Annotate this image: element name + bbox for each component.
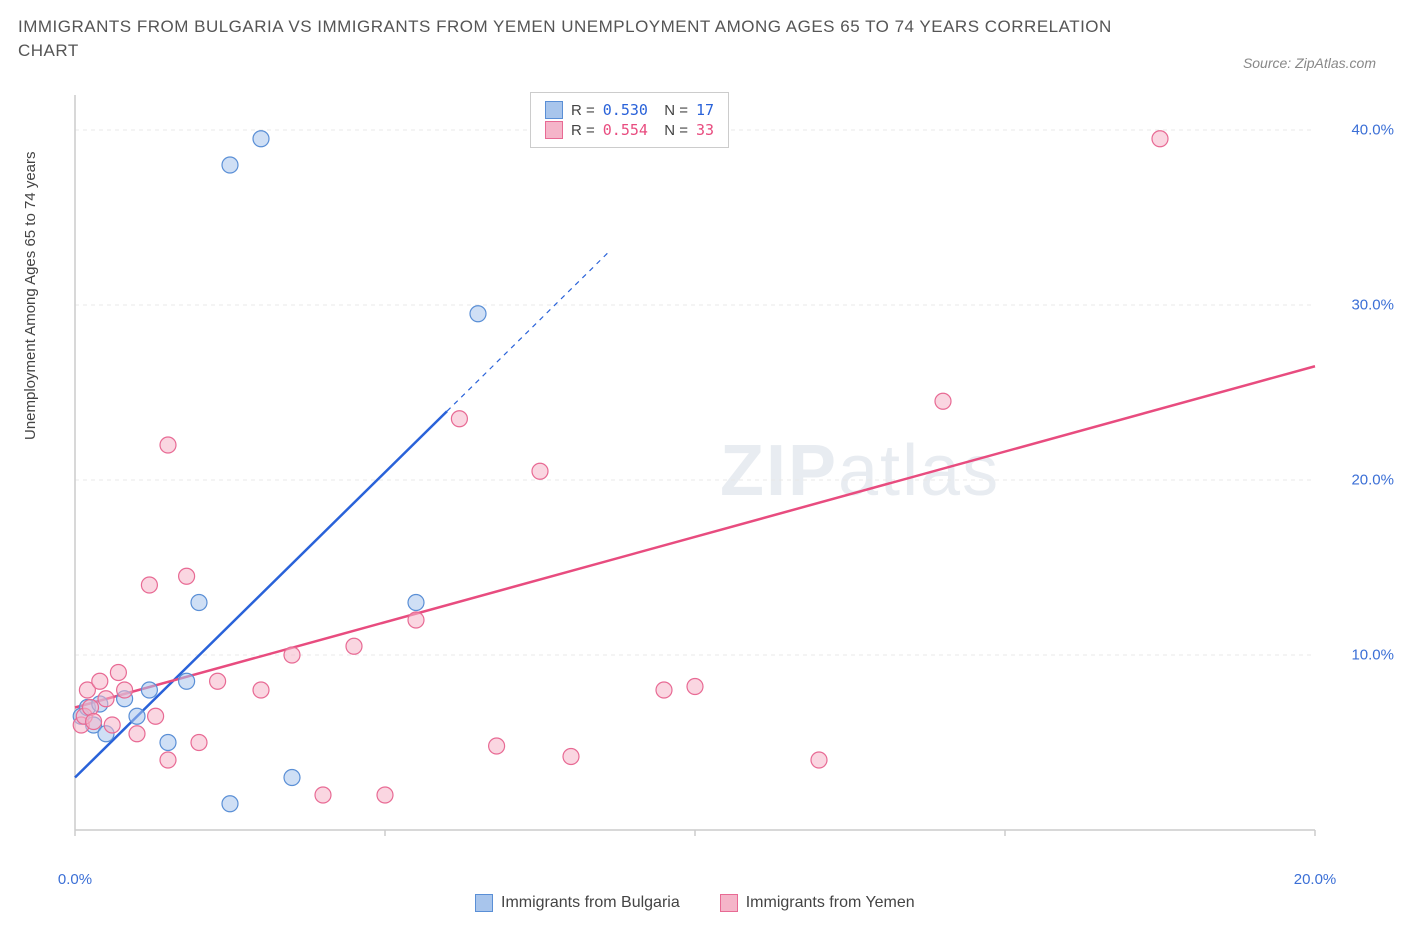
y-tick-label: 20.0% <box>1351 472 1394 489</box>
legend-label: Immigrants from Yemen <box>746 894 915 912</box>
series-legend: Immigrants from Bulgaria Immigrants from… <box>475 894 915 912</box>
legend-item-bulgaria: Immigrants from Bulgaria <box>475 894 680 912</box>
y-tick-label: 10.0% <box>1351 647 1394 664</box>
n-label: N = <box>656 122 688 139</box>
legend-label: Immigrants from Bulgaria <box>501 894 680 912</box>
r-value-yemen: 0.554 <box>603 121 648 139</box>
swatch-yemen <box>545 121 563 139</box>
correlation-legend: R = 0.530 N = 17 R = 0.554 N = 33 <box>530 92 729 148</box>
r-value-bulgaria: 0.530 <box>603 101 648 119</box>
chart-title: IMMIGRANTS FROM BULGARIA VS IMMIGRANTS F… <box>18 15 1118 63</box>
x-tick-label: 0.0% <box>58 871 92 888</box>
scatter-plot <box>65 90 1375 870</box>
n-label: N = <box>656 102 688 119</box>
swatch-yemen <box>720 894 738 912</box>
legend-item-yemen: Immigrants from Yemen <box>720 894 915 912</box>
n-value-bulgaria: 17 <box>696 101 714 119</box>
y-tick-label: 30.0% <box>1351 297 1394 314</box>
r-label: R = <box>571 102 595 119</box>
legend-row-yemen: R = 0.554 N = 33 <box>545 121 714 139</box>
swatch-bulgaria <box>475 894 493 912</box>
chart-area <box>65 90 1375 870</box>
x-tick-label: 20.0% <box>1294 871 1337 888</box>
legend-row-bulgaria: R = 0.530 N = 17 <box>545 101 714 119</box>
swatch-bulgaria <box>545 101 563 119</box>
y-axis-label: Unemployment Among Ages 65 to 74 years <box>22 151 39 440</box>
source-attribution: Source: ZipAtlas.com <box>1243 55 1376 71</box>
n-value-yemen: 33 <box>696 121 714 139</box>
y-tick-label: 40.0% <box>1351 122 1394 139</box>
r-label: R = <box>571 122 595 139</box>
